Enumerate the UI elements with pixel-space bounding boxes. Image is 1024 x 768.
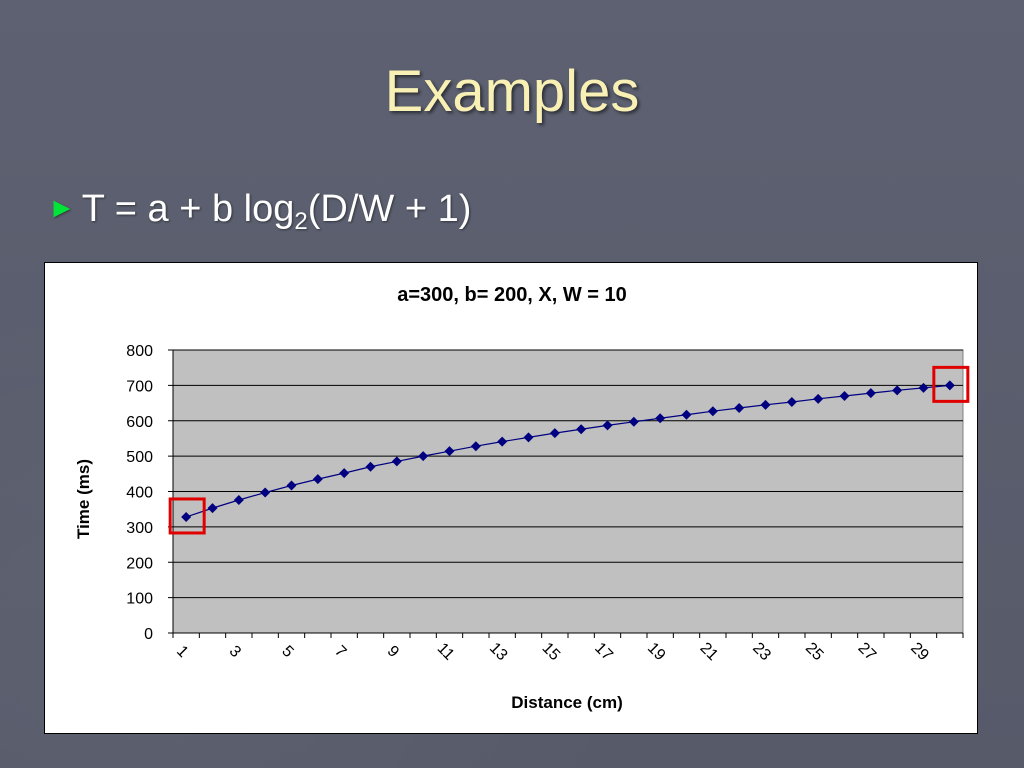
chart-title: a=300, b= 200, X, W = 10	[397, 284, 627, 306]
formula-subscript: 2	[294, 208, 308, 235]
formula-bullet: ► T = a + b log2(D/W + 1)	[48, 188, 471, 236]
x-tick-label: 27	[855, 640, 880, 665]
x-tick-label: 23	[749, 640, 774, 665]
y-tick-label: 400	[126, 485, 153, 502]
data-point	[286, 480, 297, 491]
data-point	[628, 416, 639, 427]
line-chart: a=300, b= 200, X, W = 10 Time (ms) Dista…	[74, 284, 970, 712]
y-axis-label: Time (ms)	[74, 459, 93, 539]
chart-container: a=300, b= 200, X, W = 10 Time (ms) Dista…	[44, 262, 978, 734]
y-tick-label: 700	[126, 378, 153, 395]
data-point	[549, 428, 560, 439]
data-point	[391, 456, 402, 467]
data-point	[523, 432, 534, 443]
data-point	[339, 468, 350, 479]
data-point	[365, 461, 376, 472]
data-point	[918, 382, 929, 393]
data-point	[865, 388, 876, 399]
y-tick-label: 800	[126, 343, 153, 360]
data-point	[892, 385, 903, 396]
data-point	[207, 503, 218, 514]
y-tick-label: 300	[126, 520, 153, 537]
data-point	[444, 446, 455, 457]
data-point	[312, 474, 323, 485]
slide-title: Examples	[384, 59, 640, 124]
triangle-bullet-icon: ►	[48, 192, 76, 223]
formula-suffix: (D/W + 1)	[307, 188, 472, 230]
x-tick-label: 21	[697, 640, 722, 665]
y-tick-label: 100	[126, 591, 153, 608]
data-point	[576, 424, 587, 435]
y-tick-label: 600	[126, 414, 153, 431]
data-point	[418, 451, 429, 462]
data-point	[839, 390, 850, 401]
data-point	[260, 487, 271, 498]
y-tick-label: 0	[144, 626, 153, 643]
data-point	[786, 397, 797, 408]
x-tick-label: 19	[644, 640, 669, 665]
x-tick-label: 3	[226, 643, 244, 661]
highlight-box	[168, 497, 206, 535]
x-tick-label: 11	[434, 640, 458, 664]
x-tick-label: 5	[278, 643, 296, 661]
y-tick-label: 200	[126, 555, 153, 572]
x-axis-label: Distance (cm)	[511, 693, 622, 712]
x-tick-label: 25	[802, 640, 827, 665]
data-point	[734, 403, 745, 414]
x-tick-label: 13	[486, 640, 511, 665]
data-point	[233, 494, 244, 505]
y-tick-label: 500	[126, 449, 153, 466]
data-point	[655, 413, 666, 424]
x-tick-label: 9	[384, 643, 402, 661]
x-tick-label: 17	[591, 640, 616, 665]
data-point	[470, 441, 481, 452]
data-point	[497, 436, 508, 447]
data-point	[813, 393, 824, 404]
data-point	[707, 406, 718, 417]
formula-prefix: T = a + b log	[81, 188, 295, 230]
data-point	[944, 380, 955, 391]
highlight-box	[932, 365, 970, 403]
x-tick-label: 15	[539, 640, 564, 665]
data-point	[681, 409, 692, 420]
x-tick-label: 1	[173, 643, 191, 661]
x-tick-label: 29	[907, 640, 932, 665]
x-tick-label: 7	[331, 643, 349, 661]
data-point	[760, 399, 771, 410]
data-point	[602, 420, 613, 431]
